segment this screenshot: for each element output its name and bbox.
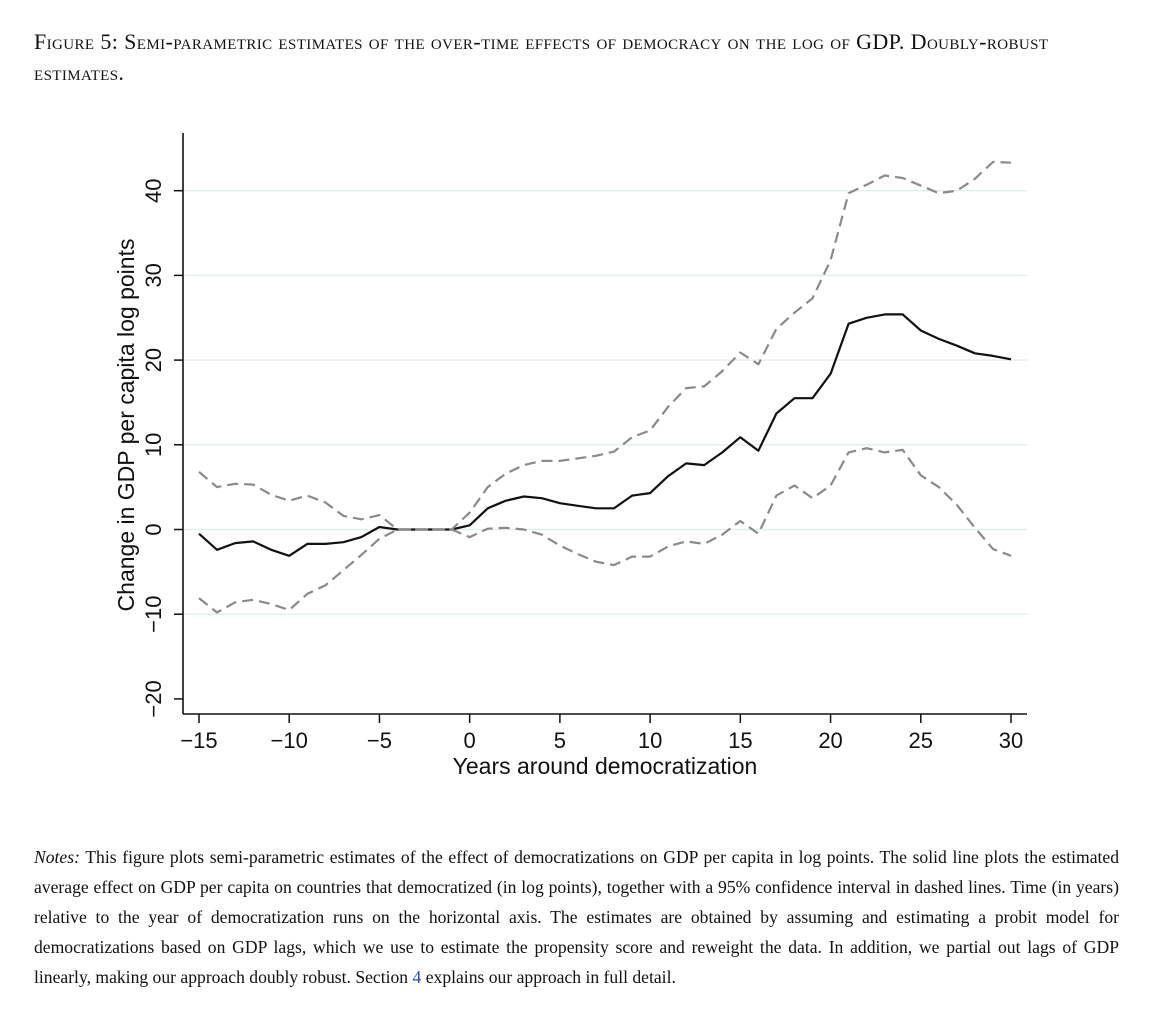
y-tick-label: −20 [141,680,166,717]
x-tick-label: 30 [999,728,1023,753]
series-estimate [198,313,1012,557]
notes-tail: explains our approach in full detail. [421,967,676,987]
y-axis-label: Change in GDP per capita log points [113,239,139,612]
figure-caption: Figure 5: Semi-parametric estimates of t… [34,29,1049,85]
series-layer [198,160,1012,614]
x-tick-label: 20 [818,728,842,753]
y-tick-label: 40 [141,178,166,202]
gridlines [184,189,1027,615]
x-tick-label: −15 [180,728,217,753]
x-tick-label: 5 [554,728,566,753]
x-tick-label: 0 [464,728,476,753]
section-reference-link[interactable]: 4 [412,967,422,987]
series-ci-upper [198,160,1012,531]
x-tick-label: 15 [728,728,752,753]
x-axis-label: Years around democratization [453,753,758,779]
x-tick-label: 10 [638,728,662,753]
y-tick-label: −10 [141,596,166,633]
figure-notes: Notes: This figure plots semi-parametric… [34,842,1119,992]
line-chart: −20 −10 0 10 20 30 40 −15 −10 −5 0 5 10 15 20 25 30 Year… [113,133,1027,779]
x-tick-label: 25 [909,728,933,753]
x-tick-label: −5 [367,728,392,753]
x-tick-label: −10 [271,728,308,753]
chart-area: −20 −10 0 10 20 30 40 −15 −10 −5 0 5 10 15 20 25 30 Year… [113,133,1027,779]
y-tick-label: 0 [141,523,166,535]
y-tick-label: 30 [141,263,166,287]
y-tick-label: 20 [141,348,166,372]
axes: −20 −10 0 10 20 30 40 −15 −10 −5 0 5 10 15 20 25 30 [141,133,1027,753]
series-ci-lower [198,447,1012,614]
y-tick-label: 10 [141,433,166,457]
notes-lead: Notes: [34,847,80,867]
notes-body: This figure plots semi-parametric estima… [34,847,1119,987]
